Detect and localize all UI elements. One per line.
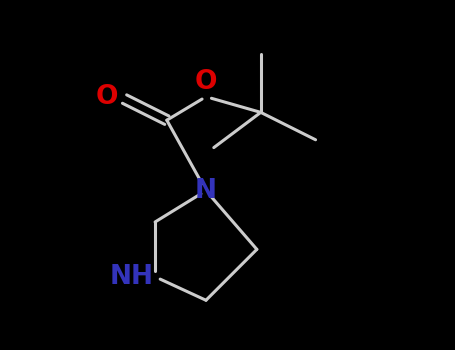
Text: O: O xyxy=(195,69,217,95)
Text: O: O xyxy=(96,84,118,110)
Text: NH: NH xyxy=(109,264,153,290)
Text: N: N xyxy=(195,178,217,204)
